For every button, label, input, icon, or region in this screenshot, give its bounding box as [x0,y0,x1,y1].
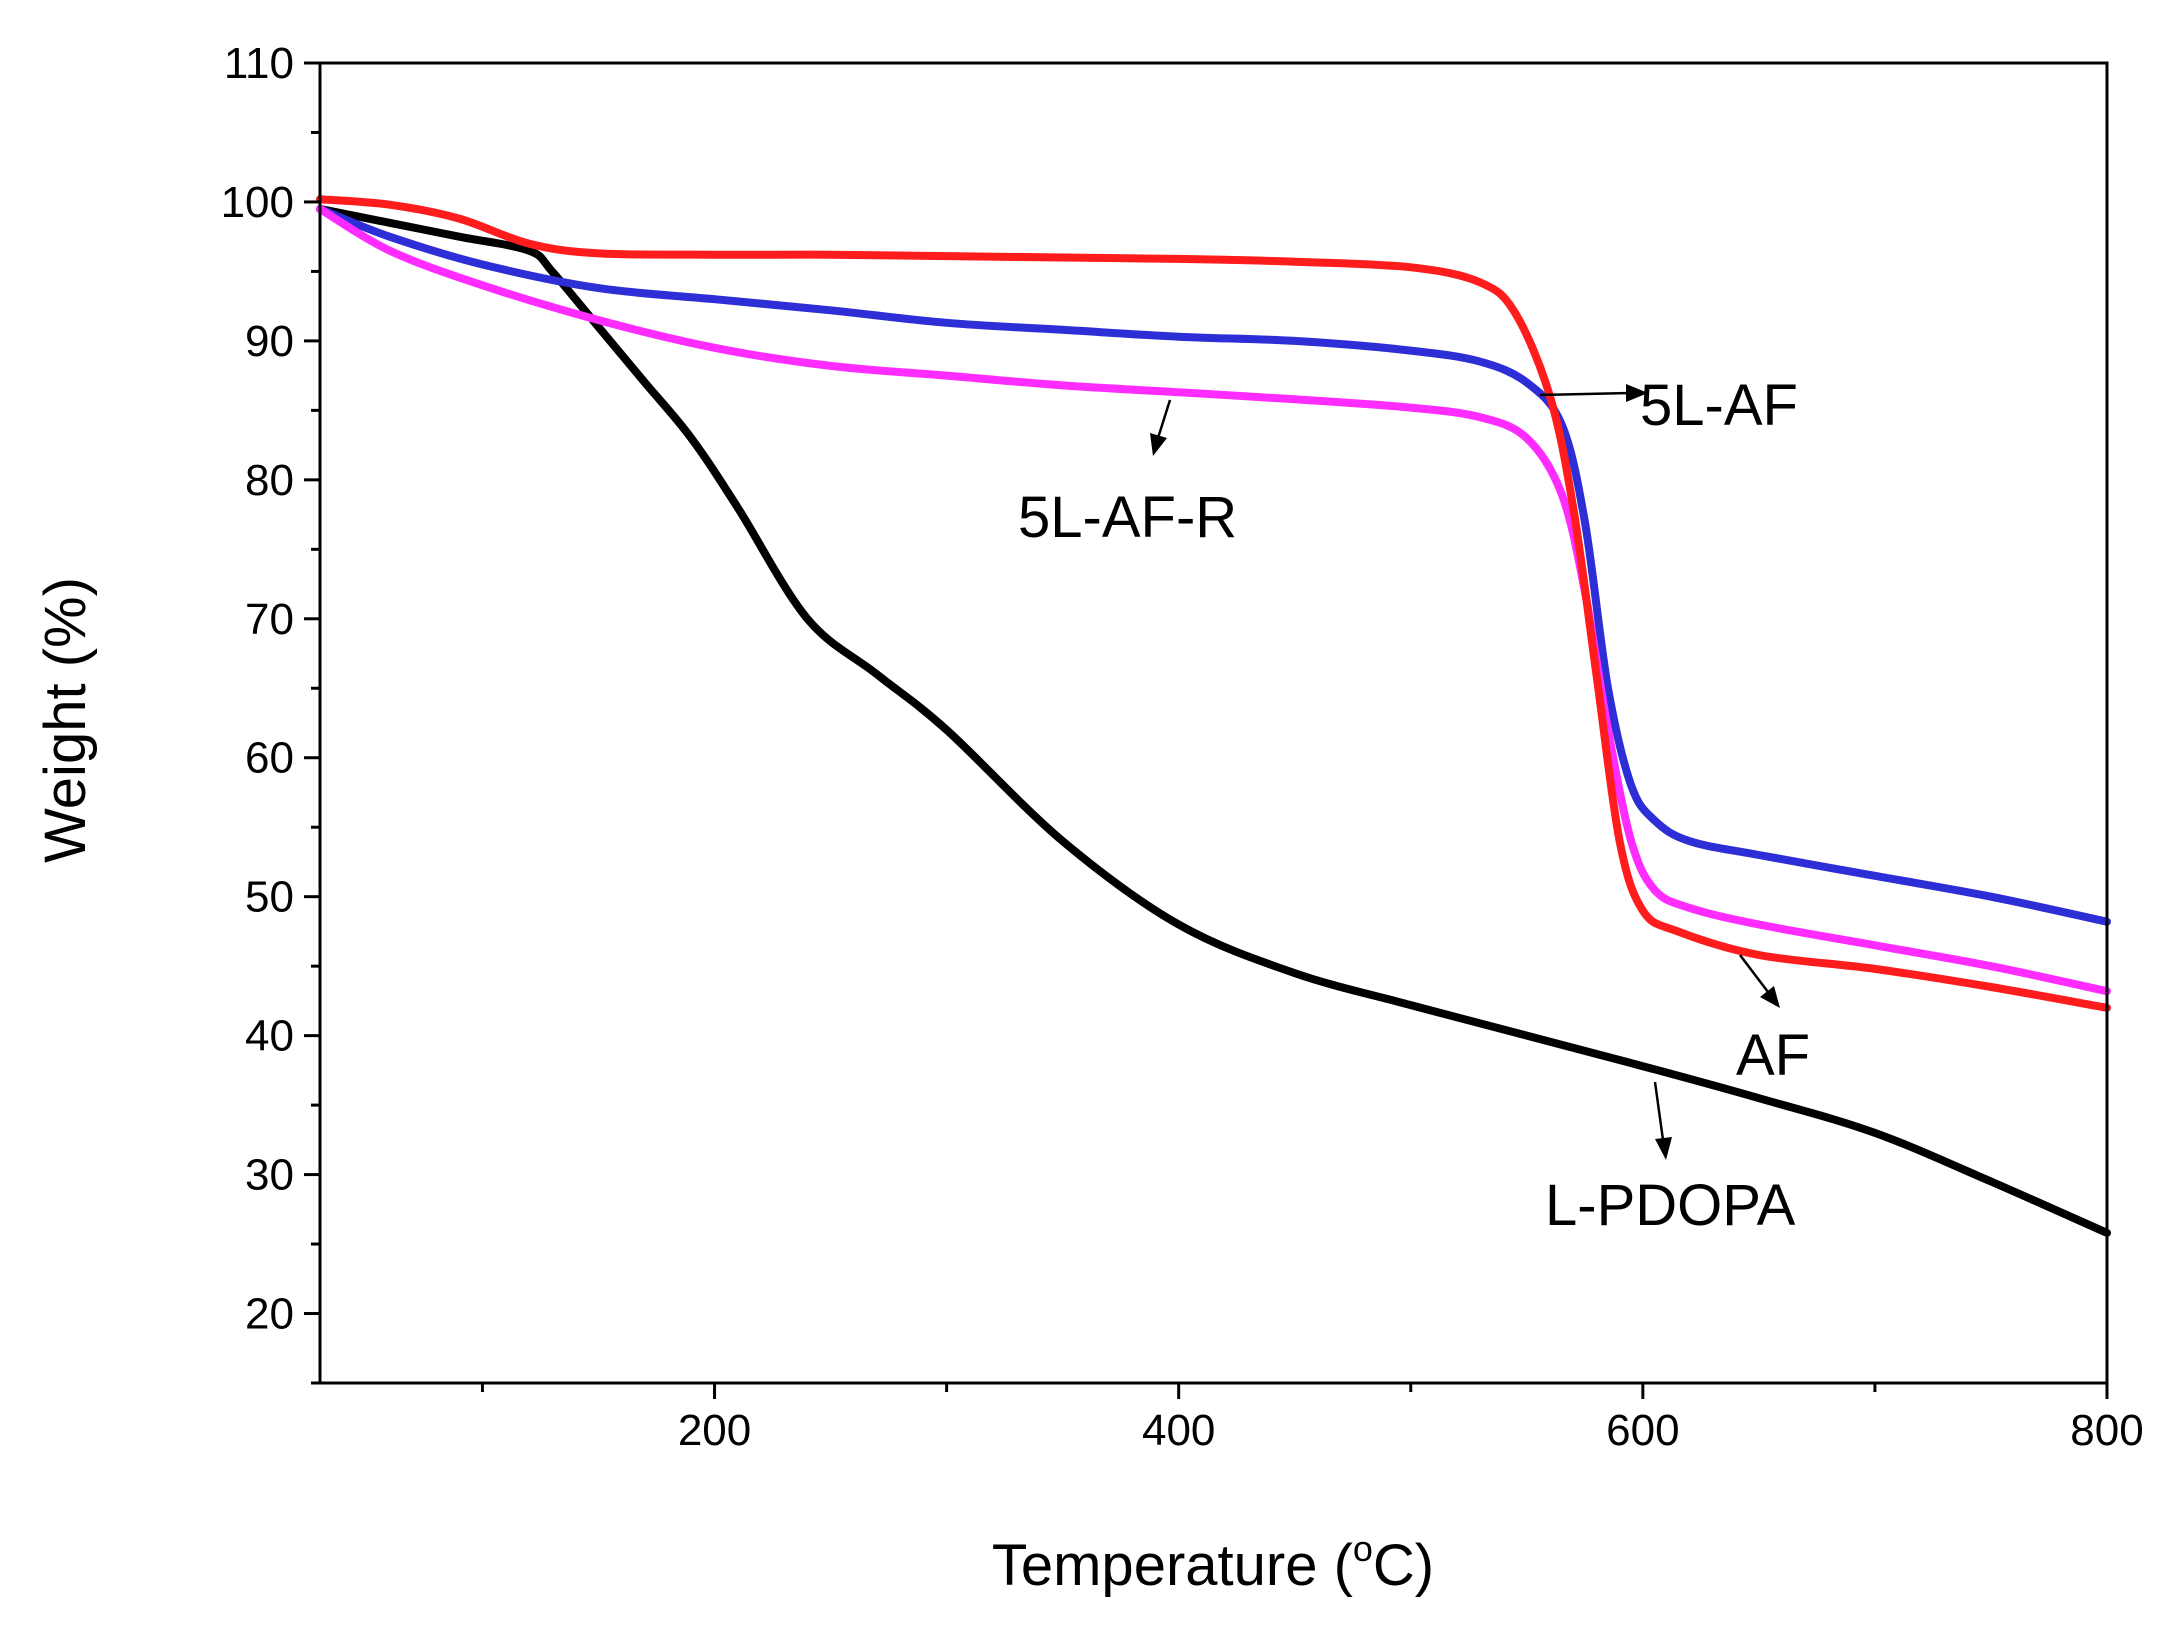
y-tick-label: 20 [245,1290,294,1339]
x-axis-title: Temperature (oC) [992,1528,1434,1598]
axis-ticks [304,61,2109,1399]
series-line-5l-af-r [316,204,2111,996]
plot-frame [318,61,2109,1385]
x-tick-label: 200 [678,1406,751,1455]
axis-tick-labels: 20 30 40 50 60 70 80 90 100 110 200 400 600 800 [221,39,2144,1455]
x-tick-label: 800 [2070,1406,2143,1455]
y-tick-label: 60 [245,734,294,783]
y-tick-label: 110 [224,39,294,88]
series-line-af [316,195,2111,1012]
y-axis-title: Weight (%) [33,577,98,863]
arrow-af [1739,954,1769,993]
arrow-l-pdopa [1653,1081,1665,1141]
annotation-arrows [1150,384,1780,1160]
arrowhead-af [1760,986,1780,1008]
series-line-l-pdopa [316,204,2111,1237]
label-5l-af-r: 5L-AF-R [1018,485,1237,550]
y-tick-label: 90 [245,317,294,366]
x-tick-label: 600 [1606,1406,1679,1455]
y-tick-label: 80 [245,456,294,505]
arrow-5l-af [1539,391,1631,397]
y-tick-label: 50 [245,873,294,922]
arrowhead-l-pdopa [1655,1137,1672,1160]
label-af: AF [1736,1023,1810,1088]
y-tick-label: 40 [245,1012,294,1061]
y-tick-label: 100 [221,178,294,227]
label-l-pdopa: L-PDOPA [1545,1173,1796,1238]
label-5l-af: 5L-AF [1640,373,1798,438]
arrowhead-5l-af-r [1150,433,1167,456]
series-line-5l-af [316,204,2111,926]
y-tick-label: 70 [245,595,294,644]
y-tick-label: 30 [245,1151,294,1200]
arrowhead-5l-af [1626,384,1648,402]
series-layer [316,195,2111,1237]
x-tick-label: 400 [1142,1406,1215,1455]
arrow-5l-af-r [1156,399,1172,439]
